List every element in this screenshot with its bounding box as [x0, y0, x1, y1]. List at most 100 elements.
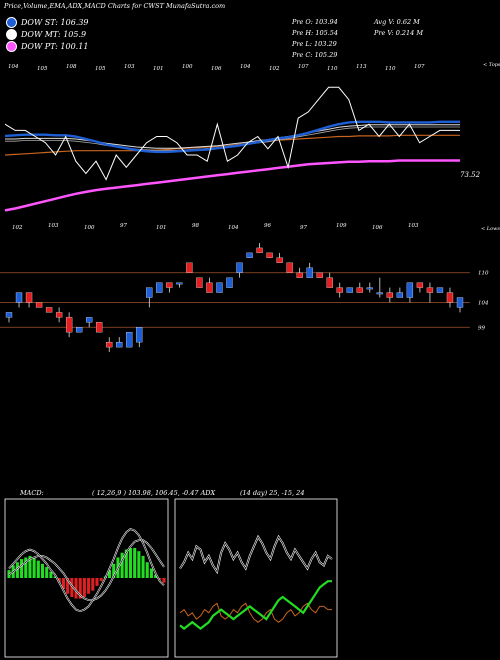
stat-prev-volume: Pre V: 0.214 M	[374, 29, 424, 37]
lows-tag: < Lows	[481, 226, 500, 232]
macd-histogram-bar	[40, 563, 45, 578]
stat-high: Pre H: 105.54	[292, 29, 339, 37]
candle-body	[76, 327, 83, 333]
candle-body	[15, 292, 23, 303]
last-value-label: 73.52	[460, 171, 481, 179]
low-label: 98	[192, 223, 199, 229]
candle-body	[136, 327, 143, 343]
legend-swatch-white	[6, 29, 17, 40]
macd-histogram-bar	[66, 578, 70, 594]
macd-histogram-bar	[74, 578, 78, 599]
candle-body	[176, 282, 183, 285]
macd-histogram-bar	[145, 562, 149, 578]
legend-dow-st: DOW ST: 106.39	[6, 17, 89, 28]
level-label: 99	[478, 325, 485, 331]
candle-body	[166, 282, 173, 288]
candle-body	[306, 267, 313, 278]
chart-title: Price,Volume,EMA,ADX,MACD Charts for CWS…	[4, 2, 226, 10]
macd-histogram-bar	[141, 555, 145, 578]
candle-body	[116, 342, 123, 348]
top-label: 108	[66, 64, 77, 70]
candle-body	[336, 287, 343, 293]
stats-prev-ohlc: Pre O: 103.94 Pre H: 105.54 Pre L: 103.2…	[292, 17, 338, 61]
macd-signal-line-core	[8, 539, 165, 601]
top-label: 110	[327, 66, 338, 72]
top-label: 101	[153, 66, 164, 72]
macd-histogram-bar	[91, 578, 95, 591]
macd-histogram-bar	[99, 578, 103, 582]
tops-tag: < Tops	[483, 62, 500, 68]
macd-histogram-bar	[78, 578, 82, 599]
candle-body	[96, 322, 103, 333]
stat-avg-volume: Avg V: 0.62 M	[374, 18, 420, 26]
candle-body	[65, 317, 73, 333]
top-label: 100	[182, 64, 193, 70]
candle-body	[396, 292, 404, 298]
candle-body	[246, 252, 253, 258]
candle-body	[386, 292, 393, 298]
macd-histogram-bar	[128, 547, 133, 578]
level-label: 110	[478, 271, 489, 277]
low-label: 97	[300, 225, 307, 231]
legend-label: DOW PT: 100.11	[21, 42, 89, 51]
low-label: 96	[264, 223, 271, 229]
top-label: 107	[298, 64, 309, 70]
low-label: 106	[372, 225, 383, 231]
macd-values: ( 12,26,9 ) 103.98, 106.45, -0.47 ADX	[92, 489, 216, 497]
macd-histogram-bar	[162, 578, 166, 583]
candle-body	[196, 277, 203, 288]
stat-open: Pre O: 103.94	[292, 18, 338, 26]
macd-histogram-bar	[82, 578, 86, 597]
candle-body	[206, 282, 213, 293]
candle-body	[156, 282, 163, 293]
legend-swatch-blue	[6, 17, 17, 28]
candle-body	[45, 307, 53, 313]
top-label: 104	[8, 64, 19, 70]
macd-histogram-bar	[124, 549, 128, 578]
candle-body	[236, 262, 243, 273]
macd-histogram-bar	[158, 578, 162, 580]
candle-body	[25, 292, 33, 303]
candle-body	[326, 277, 333, 288]
macd-histogram-bar	[45, 566, 49, 578]
legend-dow-mt: DOW MT: 105.9	[6, 29, 86, 40]
macd-histogram-bar	[120, 552, 124, 578]
low-label: 102	[12, 225, 23, 231]
legend-label: DOW MT: 105.9	[21, 30, 87, 39]
macd-histogram-bar	[112, 563, 116, 578]
candle-body	[366, 287, 373, 290]
macd-histogram-bar	[20, 559, 24, 578]
top-label: 110	[385, 66, 396, 72]
candle-body	[226, 277, 233, 288]
top-label: 106	[211, 66, 222, 72]
candle-body	[266, 252, 273, 258]
candle-body	[416, 282, 424, 288]
macd-histogram-bar	[95, 578, 99, 586]
macd-histogram-bar	[32, 557, 36, 578]
top-label: 102	[269, 66, 280, 72]
low-label: 100	[84, 225, 95, 231]
macd-histogram-bar	[36, 560, 40, 578]
macd-histogram-bar	[149, 568, 153, 578]
candle-body	[256, 247, 263, 254]
candle-body	[55, 312, 63, 318]
candle-body	[286, 262, 293, 273]
adx-frame	[174, 498, 338, 658]
stat-close: Pre C: 105.29	[292, 51, 338, 59]
candle-body	[186, 262, 193, 273]
legend-label: DOW ST: 106.39	[21, 18, 89, 27]
candle-body	[276, 257, 283, 263]
macd-histogram-bar	[154, 574, 158, 578]
adx-di-plus-line-core	[179, 536, 333, 573]
legend-dow-pt: DOW PT: 100.11	[6, 41, 88, 52]
low-label: 103	[408, 223, 419, 229]
candle-body	[426, 287, 434, 293]
low-label: 97	[120, 223, 127, 229]
macd-histogram-bar	[57, 578, 61, 583]
candle-body	[35, 302, 43, 308]
candle-body	[146, 287, 153, 298]
adx-di-minus-line	[179, 602, 332, 623]
stat-low: Pre L: 103.29	[292, 40, 337, 48]
candle-body	[376, 292, 383, 295]
